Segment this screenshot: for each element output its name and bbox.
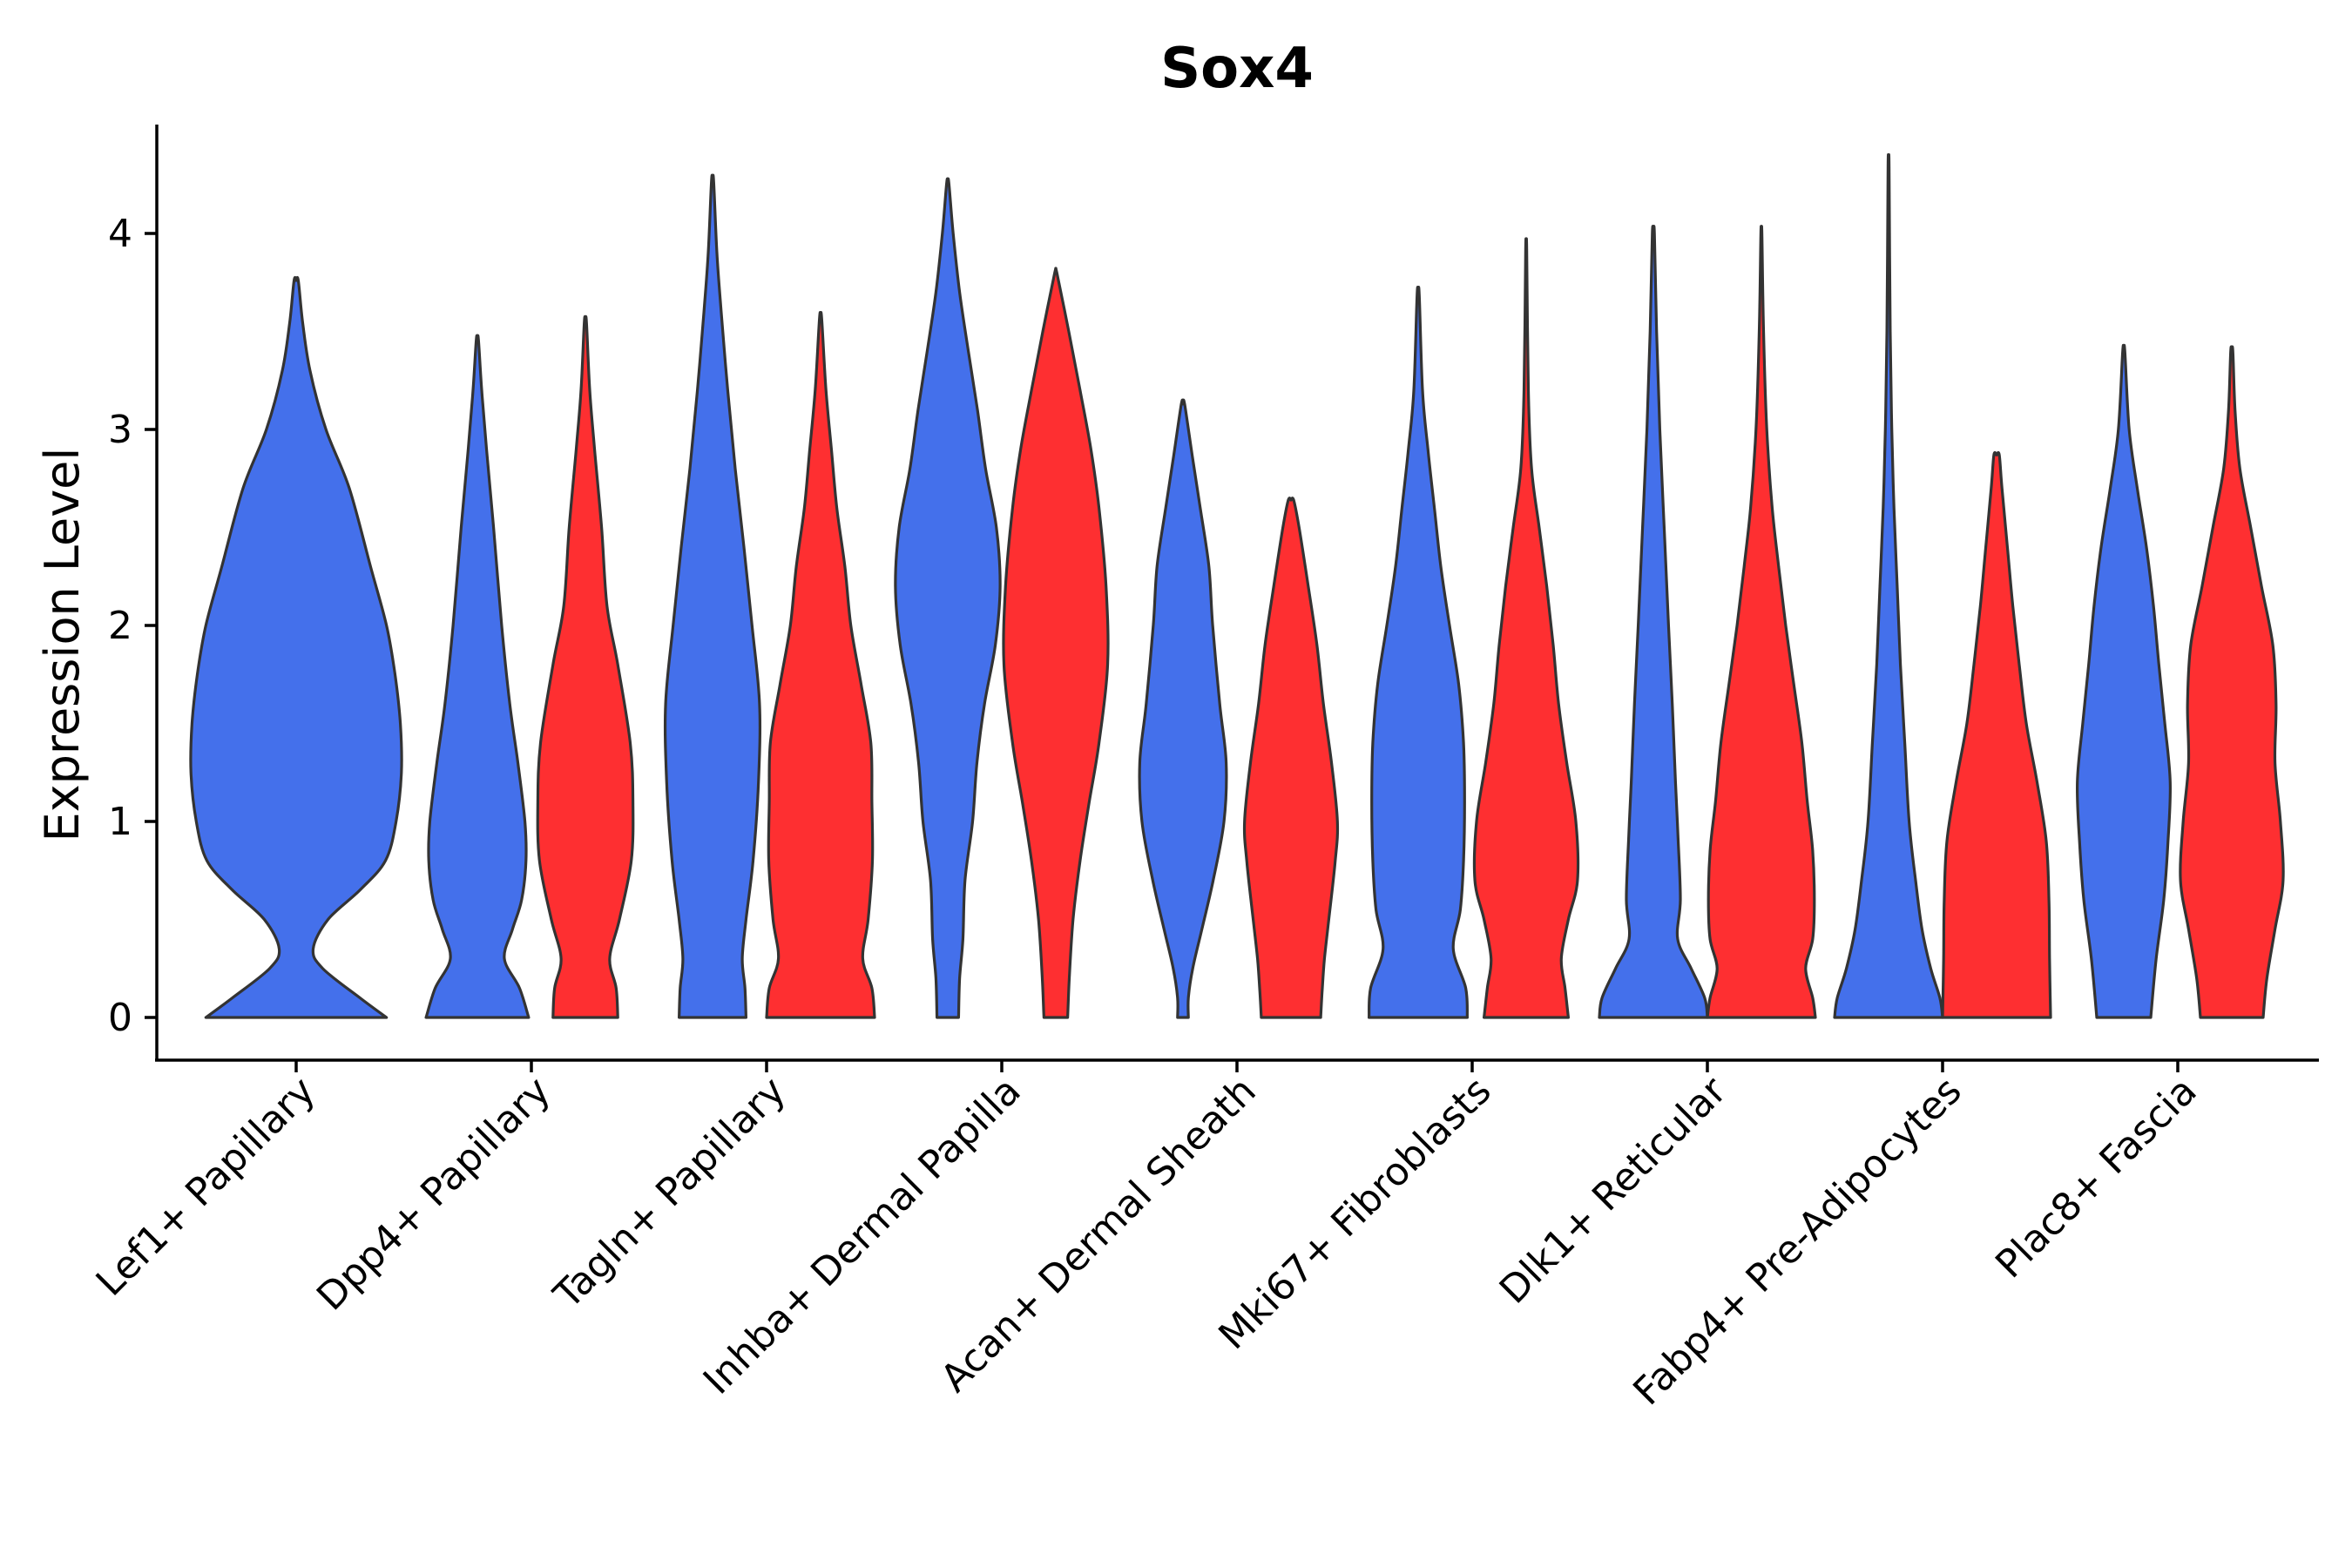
violin-blue-dlk1-reticular <box>1598 225 1709 1019</box>
violin-blue-lef1-papillary <box>189 275 403 1019</box>
chart-title: Sox4 <box>1160 37 1314 101</box>
violin-red-plac8-fascia <box>2179 345 2285 1019</box>
y-tick-label: 4 <box>108 212 132 256</box>
violin-layer <box>189 153 2285 1019</box>
violin-red-dlk1-reticular <box>1706 225 1817 1019</box>
violin-red-inhba-dermal-papilla <box>1002 267 1110 1019</box>
x-tick-label: Tagln+ Papillary <box>545 1069 794 1318</box>
x-tick-label: Dpp4+ Papillary <box>308 1069 559 1320</box>
violin-blue-tagln-papillary <box>663 173 762 1019</box>
violin-blue-acan-dermal-sheath <box>1138 398 1228 1019</box>
violin-blue-plac8-fascia <box>2075 343 2173 1019</box>
x-tick-label: Dlk1+ Reticular <box>1491 1068 1736 1313</box>
x-tick-label: Plac8+ Fascia <box>1987 1069 2206 1288</box>
violin-blue-fabp4-pre-adipocytes <box>1833 153 1944 1019</box>
violin-red-mki67-fibroblasts <box>1472 237 1580 1019</box>
y-tick-label: 0 <box>108 996 132 1040</box>
violin-red-acan-dermal-sheath <box>1242 497 1340 1019</box>
x-tick-label: Mki67+ Fibroblasts <box>1210 1069 1499 1358</box>
y-axis-label: Expression Level <box>35 448 90 842</box>
violin-blue-inhba-dermal-papilla <box>894 177 1002 1019</box>
y-axis-ticks: 0 1 2 3 4 <box>108 212 157 1040</box>
violin-red-dpp4-papillary <box>536 314 635 1019</box>
y-tick-label: 3 <box>108 408 132 452</box>
violin-red-tagln-papillary <box>765 311 876 1019</box>
violin-red-fabp4-pre-adipocytes <box>1941 450 2052 1019</box>
x-tick-label: Lef1+ Papillary <box>88 1069 324 1305</box>
violin-blue-dpp4-papillary <box>424 334 531 1019</box>
y-tick-label: 2 <box>108 604 132 648</box>
y-tick-label: 1 <box>108 800 132 844</box>
violin-blue-mki67-fibroblasts <box>1368 286 1469 1019</box>
